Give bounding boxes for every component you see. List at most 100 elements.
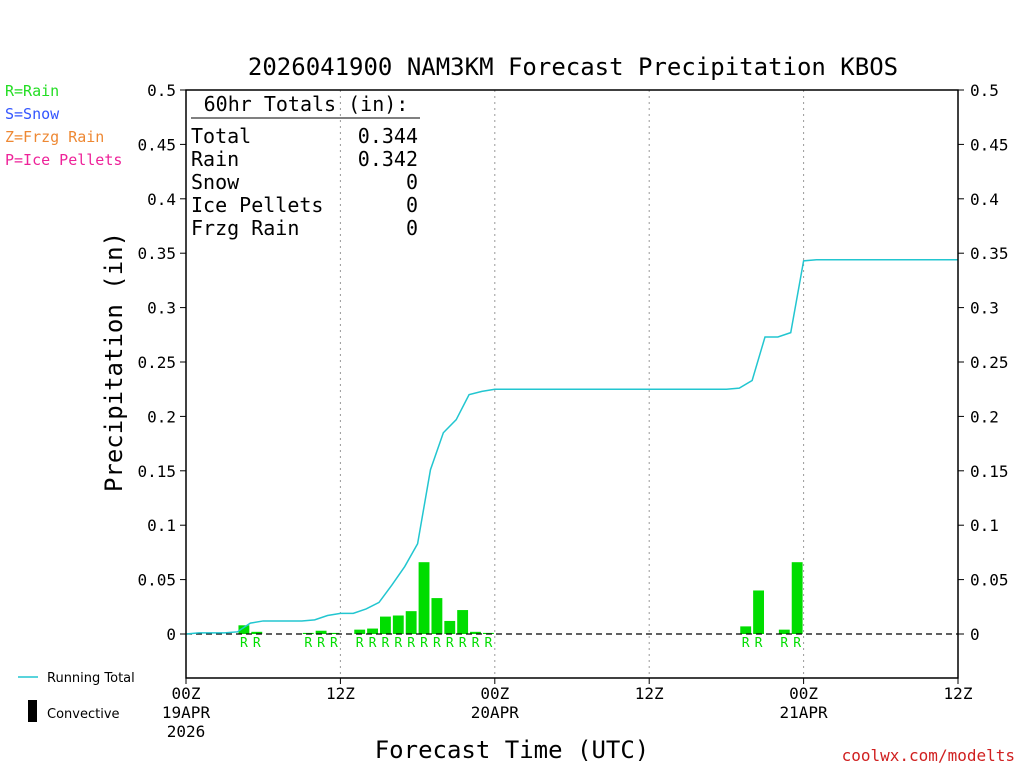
ptype-label: R xyxy=(369,636,377,651)
precip-bar xyxy=(444,620,456,634)
precip-bar xyxy=(457,610,469,634)
precip-bar xyxy=(315,630,327,634)
ptype-label: R xyxy=(755,636,763,651)
y-tick-label: 0.35 xyxy=(137,244,176,263)
y-tick-label: 0.1 xyxy=(147,516,176,535)
ptype-label: R xyxy=(382,636,390,651)
y-axis-label: Precipitation (in) xyxy=(100,232,128,492)
ptype-label: R xyxy=(394,636,402,651)
precip-bar xyxy=(367,628,378,634)
y-tick-label: 0.15 xyxy=(137,462,176,481)
totals-row-label: Ice Pellets xyxy=(191,193,323,217)
precip-bar xyxy=(791,562,803,634)
ptype-key-entry: S=Snow xyxy=(5,105,60,123)
x-tick-label: 12Z xyxy=(635,684,664,703)
y-tick-label-right: 0.45 xyxy=(970,135,1009,154)
y-tick-label-right: 0.35 xyxy=(970,244,1009,263)
totals-row-value: 0.342 xyxy=(358,147,418,171)
precip-bar xyxy=(740,626,752,634)
ptype-key-entry: Z=Frzg Rain xyxy=(5,128,104,146)
totals-header: 60hr Totals (in): xyxy=(204,92,409,116)
precip-bar xyxy=(238,625,250,634)
y-tick-label: 0.3 xyxy=(147,299,176,318)
ptype-label: R xyxy=(420,636,428,651)
y-tick-label-right: 0.15 xyxy=(970,462,1009,481)
precip-bar xyxy=(380,616,391,634)
ptype-label: R xyxy=(407,636,415,651)
totals-row-label: Snow xyxy=(191,170,240,194)
ptype-label: R xyxy=(304,636,312,651)
x-tick-label: 21APR xyxy=(780,703,829,722)
y-tick-label: 0.25 xyxy=(137,353,176,372)
x-axis-label: Forecast Time (UTC) xyxy=(375,736,650,764)
totals-row-value: 0 xyxy=(406,170,418,194)
y-tick-label-right: 0 xyxy=(970,625,980,644)
running-total-line xyxy=(185,258,958,635)
x-tick-label: 12Z xyxy=(326,684,355,703)
ptype-label: R xyxy=(459,636,467,651)
precipitation-bars xyxy=(238,562,803,634)
ptype-label: R xyxy=(742,636,750,651)
ptype-label: R xyxy=(356,636,364,651)
y-tick-label: 0.45 xyxy=(137,135,176,154)
x-tick-label: 2026 xyxy=(167,722,206,741)
y-tick-label-right: 0.25 xyxy=(970,353,1009,372)
ptype-label: R xyxy=(472,636,480,651)
y-tick-label-right: 0.3 xyxy=(970,299,999,318)
precip-bar xyxy=(431,598,443,634)
plot-frame xyxy=(185,89,959,679)
chart-legend: Running Total Convective xyxy=(18,671,135,722)
y-axis-right: 0 0.05 0.1 0.15 0.2 0.25 0.3 0.35 0.4 0.45 0.5 xyxy=(958,81,1009,644)
chart-title: 2026041900 NAM3KM Forecast Precipitation… xyxy=(248,53,898,81)
y-axis-left: 0 0.05 0.1 0.15 0.2 0.25 0.3 0.35 0.4 0.45 0.5 xyxy=(137,81,186,644)
x-tick-label: 12Z xyxy=(944,684,973,703)
ptype-key: R=Rain S=Snow Z=Frzg Rain P=Ice Pellets xyxy=(5,82,122,169)
totals-row-label: Total xyxy=(191,124,251,148)
ptype-label: R xyxy=(317,636,325,651)
ptype-label: R xyxy=(253,636,261,651)
y-tick-label-right: 0.2 xyxy=(970,407,999,426)
running-total-legend-label: Running Total xyxy=(47,671,135,686)
totals-box: 60hr Totals (in): Total 0.344 Rain 0.342 Sno… xyxy=(191,92,420,240)
vertical-grid-lines xyxy=(339,90,805,678)
precip-bar xyxy=(251,631,263,634)
ptype-label: R xyxy=(240,636,248,651)
y-tick-label-right: 0.05 xyxy=(970,571,1009,590)
totals-row-label: Rain xyxy=(191,147,239,171)
precip-bar xyxy=(470,631,481,634)
y-tick-label: 0 xyxy=(166,625,176,644)
y-tick-label: 0.2 xyxy=(147,407,176,426)
precip-bar xyxy=(405,611,417,634)
x-tick-label: 19APR xyxy=(162,703,211,722)
ptype-label: R xyxy=(793,636,801,651)
precip-bar xyxy=(778,629,790,634)
y-tick-label-right: 0.5 xyxy=(970,81,999,100)
y-tick-label: 0.5 xyxy=(147,81,176,100)
y-tick-label-right: 0.4 xyxy=(970,190,999,209)
y-tick-label: 0.05 xyxy=(137,571,176,590)
x-tick-label: 00Z xyxy=(480,684,509,703)
totals-row-value: 0 xyxy=(406,216,418,240)
credit-text: coolwx.com/modelts xyxy=(842,746,1015,765)
convective-legend-label: Convective xyxy=(47,707,120,722)
precip-bar xyxy=(328,632,340,634)
ptype-key-entry: P=Ice Pellets xyxy=(5,151,122,169)
x-tick-label: 00Z xyxy=(789,684,818,703)
precip-bar xyxy=(392,615,404,634)
convective-legend-swatch xyxy=(28,700,37,722)
totals-row-value: 0.344 xyxy=(358,124,418,148)
ptype-key-entry: R=Rain xyxy=(5,82,59,100)
x-tick-label: 00Z xyxy=(172,684,201,703)
x-tick-label: 20APR xyxy=(471,703,520,722)
ptype-label: R xyxy=(330,636,338,651)
y-tick-label-right: 0.1 xyxy=(970,516,999,535)
ptype-label: R xyxy=(780,636,788,651)
precip-bar xyxy=(418,562,430,634)
precip-bar xyxy=(354,629,366,634)
precip-bar xyxy=(753,590,764,634)
ptype-label: R xyxy=(433,636,441,651)
totals-row-value: 0 xyxy=(406,193,418,217)
